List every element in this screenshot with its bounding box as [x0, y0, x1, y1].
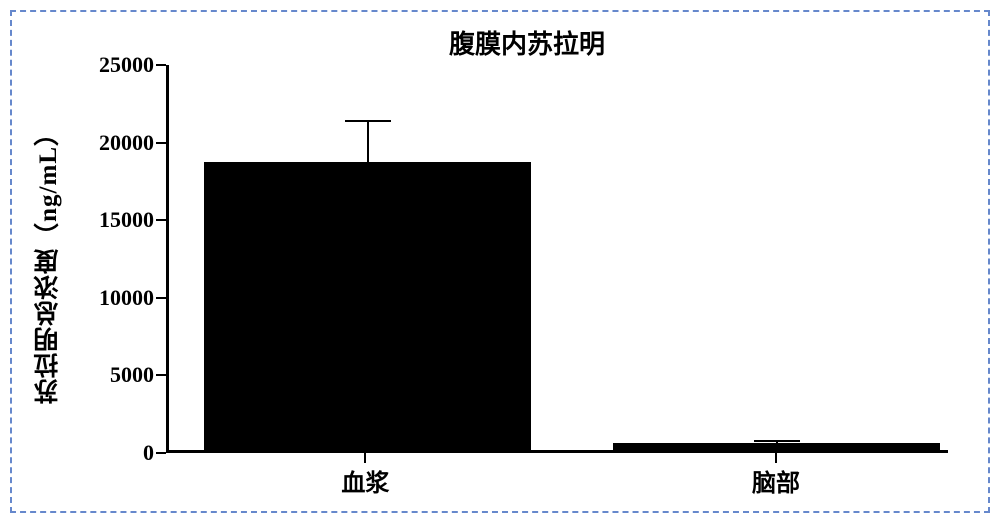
bar-slot	[204, 65, 531, 450]
y-tick-label: 25000	[99, 52, 154, 78]
x-ticks: 血浆 脑部	[166, 453, 948, 501]
y-tick-mark	[156, 297, 166, 299]
y-tick-label: 5000	[110, 362, 154, 388]
y-tick-mark	[156, 142, 166, 144]
y-axis-label: 苏拉明总浓度（ng/mL）	[31, 120, 67, 404]
y-tick-label: 0	[143, 440, 154, 466]
bar-slot	[613, 65, 940, 450]
error-bar-line	[367, 122, 369, 162]
y-tick-label: 10000	[99, 285, 154, 311]
chart-title: 腹膜内苏拉明	[76, 22, 978, 65]
error-bar-cap	[754, 440, 800, 442]
plot-area	[166, 65, 948, 453]
bar	[204, 162, 531, 450]
chart-main: 腹膜内苏拉明 0 5000 10000 15000 20000 25000 血浆 脑部	[76, 22, 978, 501]
y-tick-label: 15000	[99, 207, 154, 233]
chart-frame: 苏拉明总浓度（ng/mL） 腹膜内苏拉明 0 5000 10000 15000 2000…	[10, 10, 990, 513]
chart-wrap: 苏拉明总浓度（ng/mL） 腹膜内苏拉明 0 5000 10000 15000 2000…	[22, 22, 978, 501]
error-bar-cap	[345, 120, 391, 122]
error-bar-line	[776, 442, 778, 444]
y-tick-mark	[156, 452, 166, 454]
y-ticks: 0500010000150002000025000	[76, 65, 166, 453]
bar	[613, 443, 940, 450]
x-tick-label: 血浆	[341, 463, 389, 498]
x-tick-mark	[364, 453, 366, 463]
y-tick-mark	[156, 64, 166, 66]
plot-row: 0500010000150002000025000	[76, 65, 978, 453]
x-tick-label: 脑部	[752, 463, 800, 498]
y-tick-label: 20000	[99, 130, 154, 156]
y-tick-mark	[156, 374, 166, 376]
y-axis-label-column: 苏拉明总浓度（ng/mL）	[22, 22, 76, 501]
x-tick-mark	[775, 453, 777, 463]
y-tick-mark	[156, 219, 166, 221]
